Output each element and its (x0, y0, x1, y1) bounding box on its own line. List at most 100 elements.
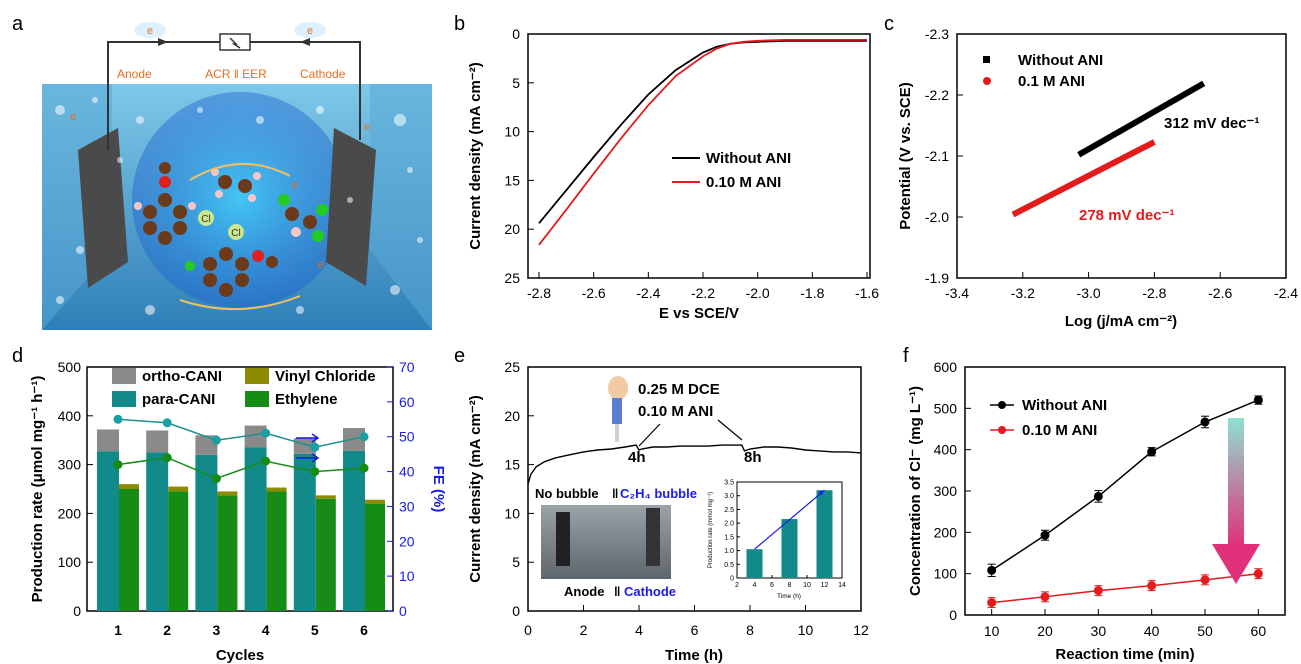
inset-x-tick-label: 10 (803, 582, 811, 589)
data-point (1200, 575, 1210, 585)
panel-c: c -3.4 -3.2 -3.0 -2.8 -2.6 -2.4 -2.3 -2.2 -2.1 -2… (884, 13, 1298, 330)
x-tick-label: 20 (1037, 623, 1053, 639)
inset-trend-line (754, 489, 825, 550)
x-tick-label: -2.4 (636, 285, 660, 301)
process-label: ACR ‖ EER (205, 67, 267, 81)
legend-swatch (245, 368, 269, 384)
x-tick-label: -3.2 (1011, 285, 1035, 301)
y2-tick-label: 60 (399, 394, 415, 410)
inset-y-tick-label: 2.5 (724, 507, 734, 514)
bubble (347, 197, 353, 203)
reaction-glow (132, 92, 348, 308)
bubble (55, 105, 65, 115)
x-axis-label: Time (h) (665, 647, 723, 664)
y2-tick-label: 40 (399, 464, 415, 480)
panel-d-label: d (12, 345, 23, 367)
y-tick-label: 400 (58, 408, 82, 424)
electron-label: e (307, 25, 313, 37)
photo-label-cathode: Cathode (624, 584, 676, 599)
x-tick-label: 1 (114, 622, 122, 638)
fe-ani-point (211, 435, 221, 445)
photo-label-anode: Anode (564, 584, 604, 599)
legend-entry: Vinyl Chloride (275, 368, 376, 385)
bar-vinyl-chloride (365, 499, 385, 504)
y-tick-label: 600 (934, 359, 958, 375)
electron-path-arc (189, 162, 291, 181)
x-tick-label: 10 (984, 623, 1000, 639)
legend-entry: ortho-CANI (142, 368, 222, 385)
cathode-label: Cathode (300, 67, 346, 81)
bar-ortho-cani (97, 429, 119, 452)
bar-para-cani (293, 453, 316, 611)
x-tick-label: 60 (1251, 623, 1267, 639)
bar-ethylene (315, 498, 336, 611)
tank-right-wall (370, 84, 432, 330)
bubble (92, 97, 98, 103)
x-tick-label: -2.8 (527, 285, 551, 301)
y-tick-label: 5 (512, 554, 520, 570)
legend-marker (998, 426, 1006, 434)
legend-swatch (112, 368, 136, 384)
bubble (316, 106, 324, 114)
arrow-icon (296, 453, 320, 463)
inset-bar (781, 519, 798, 578)
x-tick-label: 50 (1197, 623, 1213, 639)
legend-swatch (112, 391, 136, 407)
y-tick-label: -2.1 (925, 148, 949, 164)
series-line (991, 572, 1259, 604)
arrow-icon (158, 38, 168, 46)
data-point (1040, 530, 1050, 540)
inset-bar (746, 549, 763, 578)
time-annotation-4h: 4h (628, 449, 646, 466)
y-tick-label: 10 (504, 505, 520, 521)
y-tick-label: 15 (504, 172, 520, 188)
slope-annotation: 278 mV dec⁻¹ (1079, 207, 1174, 224)
electron-label: e (292, 179, 298, 191)
bar-vinyl-chloride (315, 495, 336, 499)
panel-b: b -2.8 -2.6 -2.4 -2.2 -2.0 -1.8 -1.6 0 5 10 15 20 25… (454, 13, 879, 322)
data-point (1040, 592, 1050, 602)
inset-x-axis-label: Time (h) (777, 593, 801, 600)
x-tick-label: -1.6 (855, 285, 879, 301)
decrease-arrow-icon (1212, 418, 1260, 584)
fe-ethylene-line (117, 456, 365, 480)
y-axis-label: Current density (mA cm⁻²) (467, 62, 484, 249)
y-tick-label: 400 (934, 442, 958, 458)
bar-ethylene (217, 495, 238, 611)
electron-icon (294, 22, 326, 38)
arrow-icon (300, 38, 310, 46)
bubbles (55, 97, 423, 315)
fe-ethylene-point (162, 453, 172, 463)
bubble (296, 306, 304, 314)
fe-ethylene-point (359, 463, 369, 473)
y-tick-label: 0 (512, 603, 520, 619)
inset-x-tick-label: 2 (735, 582, 739, 589)
bar-para-cani (343, 450, 365, 611)
fe-ani-line (117, 418, 365, 448)
y-tick-label: 20 (504, 408, 520, 424)
x-tick-label: -3.4 (945, 285, 969, 301)
inset-y-axis-label: Production rate (mmol mg⁻¹) (708, 492, 714, 568)
y-tick-label: 200 (58, 505, 82, 521)
electron-label: e (147, 25, 153, 37)
current-trace (527, 444, 862, 485)
bubble (390, 285, 400, 295)
cathode-photo-plate (646, 508, 660, 566)
y-tick-label: 5 (512, 75, 520, 91)
cathode-electrode (326, 128, 376, 286)
x-tick-label: 4 (635, 622, 643, 638)
x-axis-label: Reaction time (min) (1055, 646, 1194, 663)
legend-marker (983, 56, 990, 63)
plot-frame (86, 366, 394, 612)
data-point (1253, 395, 1263, 405)
plot-frame (527, 33, 871, 279)
y-tick-label: 15 (504, 457, 520, 473)
lightning-icon (229, 37, 241, 49)
y2-tick-label: 30 (399, 498, 415, 514)
x-tick-label: 6 (360, 622, 368, 638)
fe-ani-point (310, 442, 320, 452)
legend-entry: Without ANI (1018, 52, 1103, 69)
panel-a-label: a (12, 13, 24, 35)
